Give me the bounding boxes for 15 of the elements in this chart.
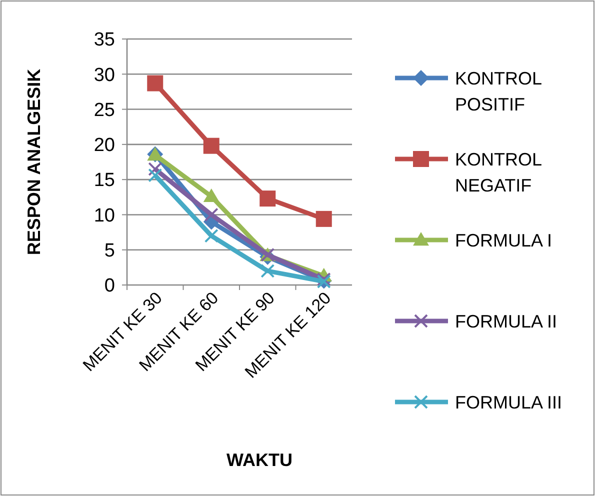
legend-label: FORMULA III xyxy=(455,392,562,412)
legend-label: FORMULA II xyxy=(455,311,558,332)
y-tick-label: 10 xyxy=(94,205,115,226)
y-tick-label: 5 xyxy=(104,240,115,262)
legend-label: KONTROL POSITIF xyxy=(455,68,542,114)
x-axis-title: WAKTU xyxy=(226,450,292,470)
y-tick-label: 20 xyxy=(94,135,115,156)
y-tick-label: 25 xyxy=(94,100,115,121)
y-tick-label: 35 xyxy=(94,30,115,51)
y-tick-label: 15 xyxy=(94,170,115,192)
legend-label: KONTROL NEGATIF xyxy=(455,149,542,196)
y-tick-label: 30 xyxy=(94,64,115,86)
y-axis-title: RESPON ANALGESIK xyxy=(24,68,44,256)
legend-label: FORMULA I xyxy=(455,230,552,250)
y-tick-label: 0 xyxy=(104,276,115,297)
